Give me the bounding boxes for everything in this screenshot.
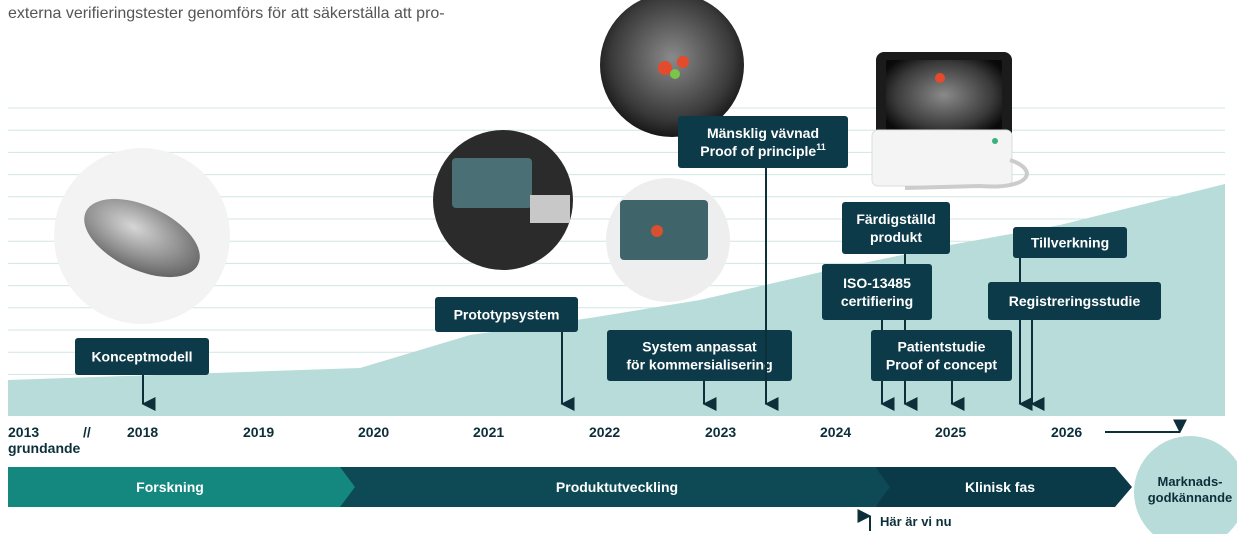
adapted-screen [620, 200, 708, 260]
milestone-label: Konceptmodell [91, 349, 192, 365]
device-base [872, 130, 1012, 186]
header-text: externa verifieringstester genomförs för… [8, 5, 445, 22]
page: {"header":{"text":"externa verifieringst… [0, 0, 1237, 534]
phase-label: Forskning [136, 479, 204, 495]
milestone-line: produkt [870, 229, 922, 245]
milestone-line: Patientstudie [898, 339, 986, 355]
scan-red [677, 56, 689, 68]
year-label: 2013 [8, 424, 39, 440]
milestone-line: Färdigställd [856, 211, 935, 227]
milestone-line: System anpassat [642, 339, 757, 355]
year-label: 2025 [935, 424, 966, 440]
milestone-box [822, 264, 932, 320]
year-label: 2018 [127, 424, 158, 440]
years: 2013 // 2018 2019 2020 2021 2022 2023 2024 2025 20… [8, 424, 1082, 440]
scan-red [658, 61, 672, 75]
year-label: 2021 [473, 424, 504, 440]
year-label: 2026 [1051, 424, 1082, 440]
timeline-diagram: externa verifieringstester genomförs för… [0, 0, 1237, 534]
milestone-line: Tillverkning [1031, 235, 1109, 251]
milestone-line: Proof of concept [886, 357, 998, 373]
milestone-box [842, 202, 950, 254]
milestone-label: Tillverkning [1031, 235, 1109, 251]
year-label: 2020 [358, 424, 389, 440]
device-red [935, 73, 945, 83]
milestone-line: Prototypsystem [454, 307, 560, 323]
market-label: Marknads-godkännande [1148, 474, 1233, 505]
milestone-label: Registreringsstudie [1009, 293, 1141, 309]
milestone-line: Mänsklig vävnad [707, 125, 819, 141]
phase-label: Klinisk fas [965, 479, 1035, 495]
milestone-line: Proof of principle [700, 143, 816, 159]
phase-label: Produktutveckling [556, 479, 678, 495]
year-label: // [83, 424, 91, 440]
milestone-line: för kommersialisering [626, 357, 772, 373]
milestone-label: Prototypsystem [454, 307, 560, 323]
milestone-line: ISO-13485 [843, 275, 911, 291]
founding-note: grundande [8, 440, 81, 456]
year-label: 2022 [589, 424, 620, 440]
year-label: 2024 [820, 424, 851, 440]
year-label: 2023 [705, 424, 736, 440]
year-label: 2019 [243, 424, 274, 440]
device-display [886, 60, 1002, 138]
scan-green [670, 69, 680, 79]
milestone-line: certifiering [841, 293, 913, 309]
prototype-box [530, 195, 570, 223]
adapted-dot [651, 225, 663, 237]
milestone-line: Registreringsstudie [1009, 293, 1141, 309]
current-marker: Här är vi nu [880, 514, 952, 529]
superscript: 11 [816, 142, 826, 152]
prototype-screen [452, 158, 532, 208]
device-led [992, 138, 998, 144]
milestone-line: Konceptmodell [91, 349, 192, 365]
